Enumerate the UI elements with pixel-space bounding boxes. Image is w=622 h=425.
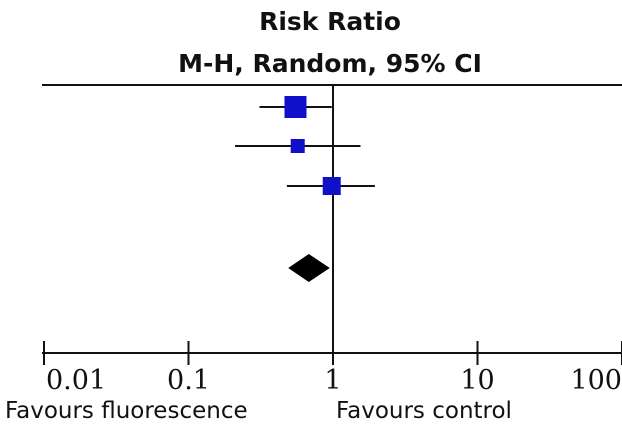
study-3-marker bbox=[322, 177, 341, 195]
favours-left-label: Favours fluorescence bbox=[5, 398, 248, 424]
x-tick-label-3: 10 bbox=[460, 365, 494, 396]
x-axis-ticks: 0.01 0.1 1 10 100 bbox=[43, 341, 622, 396]
pooled-estimate-diamond bbox=[288, 254, 330, 282]
x-tick-label-1: 0.1 bbox=[167, 365, 210, 396]
chart-subtitle: M-H, Random, 95% CI bbox=[178, 49, 482, 78]
x-tick-label-2: 1 bbox=[324, 365, 341, 396]
x-tick-label-0: 0.01 bbox=[46, 365, 106, 396]
study-2-marker bbox=[290, 139, 305, 153]
chart-title: Risk Ratio bbox=[259, 7, 401, 36]
study-1-marker bbox=[284, 96, 307, 118]
study-markers bbox=[235, 85, 375, 353]
x-tick-label-4: 100 bbox=[570, 365, 622, 396]
favours-right-label: Favours control bbox=[336, 398, 512, 424]
